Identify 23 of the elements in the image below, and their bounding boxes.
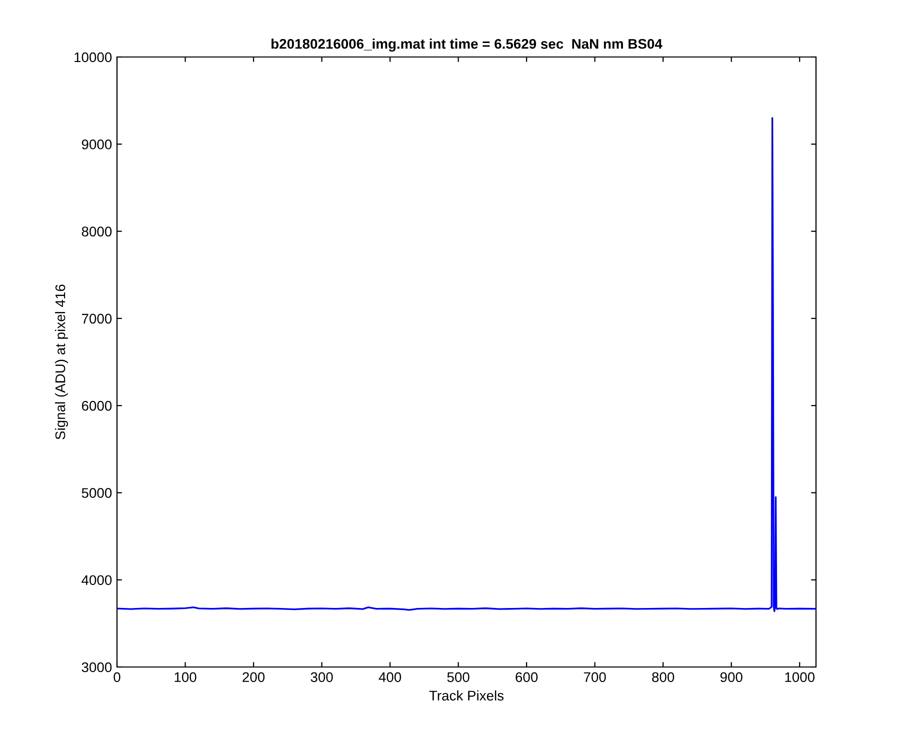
x-tick-label: 1000	[785, 672, 815, 682]
x-tick-label: 900	[720, 672, 742, 682]
x-axis-title: Track Pixels	[429, 690, 504, 701]
y-tick-label: 3000	[82, 662, 112, 672]
y-tick-label: 9000	[82, 139, 112, 150]
x-tick-label: 200	[242, 672, 265, 682]
x-tick-label: 600	[516, 672, 538, 682]
x-tick-label: 100	[174, 672, 196, 682]
x-tick-label: 500	[447, 672, 470, 682]
chart-title: b20180216006_img.mat int time = 6.5629 sec NaN nm BS04	[272, 38, 662, 52]
x-tick-label: 700	[584, 672, 606, 682]
x-tick-label: 400	[378, 672, 402, 682]
y-tick-label: 7000	[82, 314, 112, 324]
y-axis-title: Signal (ADU) at pixel 416	[55, 284, 68, 440]
y-tick-label: 8000	[82, 226, 112, 236]
line-series	[117, 117, 816, 612]
x-tick-label: 800	[652, 672, 674, 682]
x-tick-label: 300	[310, 672, 333, 682]
y-tick-label: 10000	[74, 52, 112, 62]
x-tick-label: 0	[114, 672, 120, 682]
y-tick-label: 5000	[82, 488, 112, 498]
y-tick-label: 6000	[82, 400, 112, 411]
y-tick-label: 4000	[82, 575, 112, 586]
